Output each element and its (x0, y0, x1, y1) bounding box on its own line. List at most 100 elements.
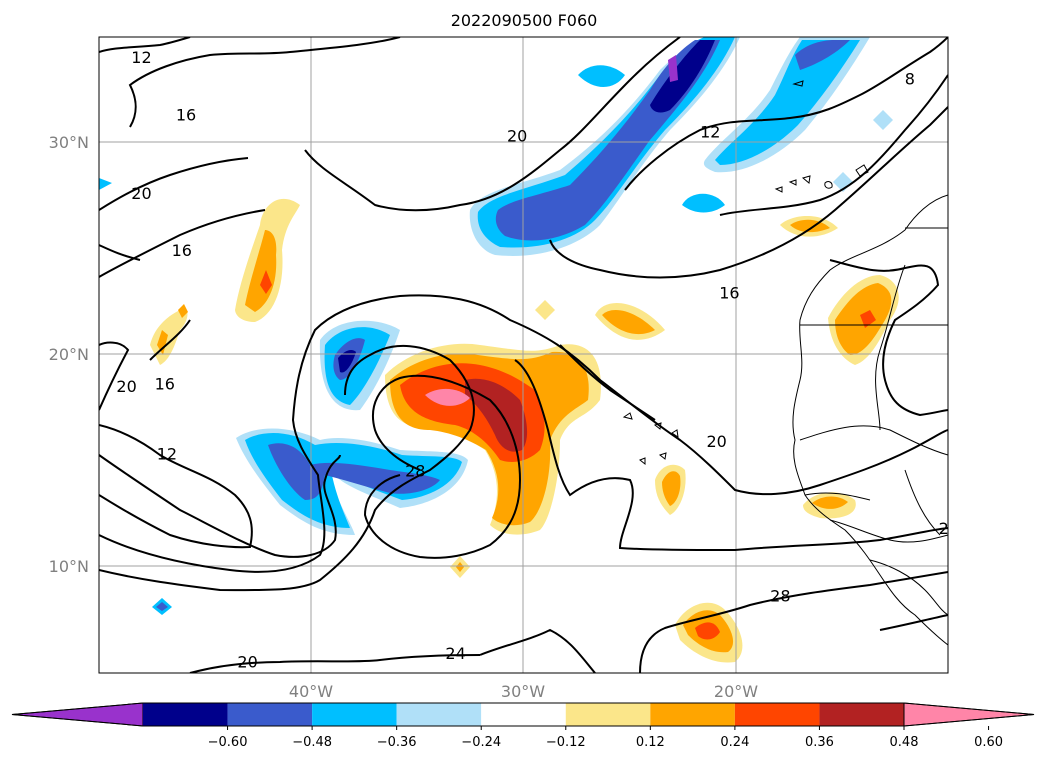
contour-africa (829, 259, 948, 417)
colorbar-segment (396, 703, 482, 726)
shade-warm-patch-e (157, 330, 168, 355)
contour-label: 16 (176, 105, 196, 124)
lat-label-30n: 30°N (49, 133, 89, 152)
shade-cool-patch-g (156, 602, 168, 611)
shade-storm-warm-peak (425, 388, 470, 406)
contour-lines (99, 37, 948, 673)
contour-16-ring (99, 454, 341, 558)
lat-label-10n: 10°N (49, 557, 89, 576)
contour-label: 24 (445, 644, 465, 663)
shade-warm-patch-n (860, 310, 876, 328)
shade-warm-patch-t (456, 562, 464, 572)
contour-28-storm (363, 374, 522, 559)
island-11 (855, 164, 869, 177)
shade-cool-patch-c (873, 110, 893, 130)
island-9 (788, 179, 797, 186)
lon-labels: 40°W 30°W 20°W (289, 682, 758, 701)
shade-warm-patch-w (695, 622, 720, 640)
contour-16-west-arc (149, 319, 191, 361)
border-f (829, 519, 948, 543)
border-d (799, 425, 948, 456)
island-8 (774, 186, 783, 193)
colorbar-tick-label: 0.12 (636, 735, 665, 750)
coastlines (622, 80, 948, 646)
colorbar-segment (312, 703, 397, 726)
colorbar-segment (650, 703, 735, 726)
colorbar-segment (481, 703, 566, 726)
contour-label: 12 (700, 122, 720, 141)
lat-label-20n: 20°N (49, 345, 89, 364)
shade-warm-patch-f (178, 304, 188, 318)
contour-label: 28 (405, 462, 425, 481)
colorbar-extend-high (903, 702, 1035, 727)
colorbar-outline (11, 702, 1035, 727)
contour-16-mid (99, 244, 141, 261)
contour-label: 2 (939, 519, 949, 538)
contour-20-storm (99, 294, 948, 573)
shade-warm-patch-h (602, 310, 655, 335)
island-3 (671, 429, 679, 439)
contour-20-south (189, 654, 481, 673)
contour-label: 16 (155, 375, 175, 394)
shade-warm-patch-c (260, 270, 272, 294)
contour-24-storm (99, 344, 475, 592)
contour-28-east (514, 359, 948, 552)
lon-label-30w: 30°W (501, 682, 545, 701)
colorbar-segment (734, 703, 820, 726)
contour-16-north (128, 37, 401, 128)
colorbar-tick-label: 0.36 (805, 735, 834, 750)
island-10 (801, 175, 811, 184)
lat-labels: 30°N 20°N 10°N (49, 133, 89, 576)
contour-16-to-8 (304, 37, 681, 212)
contour-24-south (479, 628, 596, 673)
coastline-africa (792, 194, 948, 646)
contour-16-west-lower (99, 424, 253, 549)
shade-storm-cool-core (338, 350, 356, 373)
island-5 (658, 452, 667, 460)
chart-title: 2022090500 F060 (451, 11, 598, 30)
colorbar-tick-label: −0.12 (546, 735, 586, 750)
contour-24-se (639, 571, 948, 673)
contour-label: 20 (507, 127, 527, 146)
border-c (875, 264, 906, 431)
colorbar-tick-label: 0.60 (974, 735, 1003, 750)
shade-band-cool-core (650, 40, 715, 113)
lon-label-20w: 20°W (714, 682, 758, 701)
lon-label-40w: 40°W (289, 682, 333, 701)
shade-cool-purple (668, 55, 678, 82)
map-layer (99, 37, 948, 673)
island-1 (622, 412, 633, 420)
contour-12-north (99, 37, 191, 53)
shade-cool-patch-b (682, 193, 725, 213)
shade-ne-cool-mid (715, 40, 860, 165)
colorbar-tick-label: −0.60 (208, 735, 248, 750)
contour-label: 20 (131, 184, 151, 203)
anomaly-shading (99, 37, 899, 663)
colorbar-tick-label: 0.24 (720, 735, 749, 750)
island-4 (639, 457, 646, 466)
contour-20-west (99, 157, 249, 211)
shade-warm-patch-i (535, 300, 555, 320)
colorbar-segment (143, 703, 228, 726)
contour-labels: 12 16 20 12 8 20 16 16 20 16 20 12 28 2 28 24 20 (116, 48, 949, 671)
shade-warm-patch-r (812, 496, 848, 509)
contour-label: 28 (770, 587, 790, 606)
contour-20-north (549, 106, 948, 279)
contour-label: 20 (706, 432, 726, 451)
island-6 (824, 181, 833, 189)
colorbar-tick-label: −0.24 (461, 735, 501, 750)
border-g (869, 559, 948, 616)
shade-storm-cool-mid (324, 327, 390, 405)
shade-warm-patch-p (662, 471, 681, 506)
contour-28-far-se (879, 614, 948, 631)
contour-label: 8 (905, 69, 915, 88)
contour-label: 12 (131, 48, 151, 67)
shade-cool-patch-e (99, 178, 112, 190)
contour-label: 12 (157, 445, 177, 464)
contour-8-ne (719, 74, 948, 216)
map-frame (98, 36, 949, 674)
island-7 (792, 80, 804, 87)
colorbar-segment (227, 703, 313, 726)
border-e (804, 492, 871, 501)
